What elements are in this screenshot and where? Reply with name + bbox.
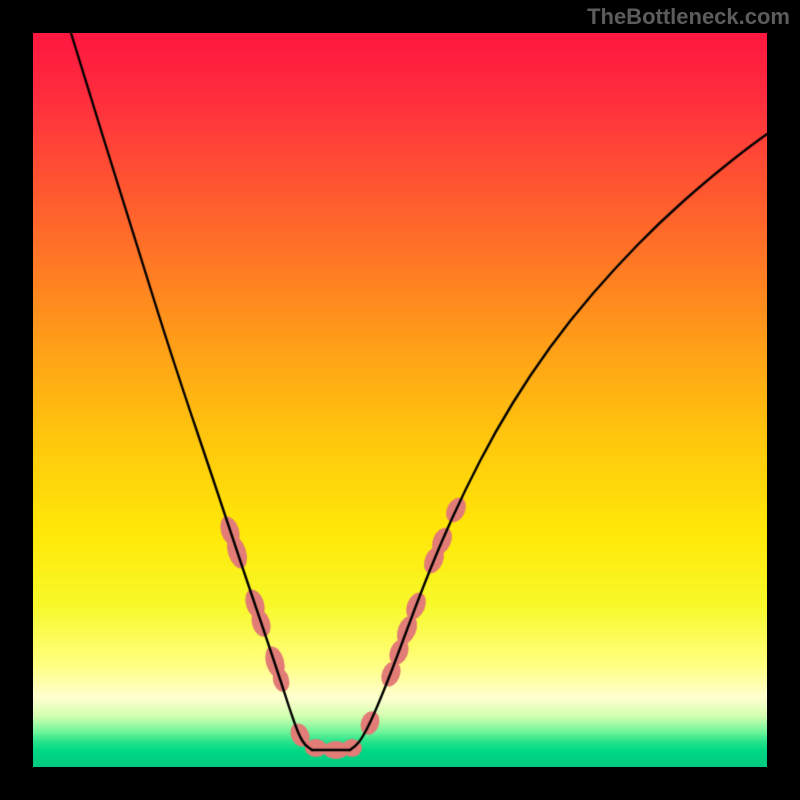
chart-canvas [33, 33, 767, 767]
chart-stage: TheBottleneck.com [0, 0, 800, 800]
attribution-label: TheBottleneck.com [587, 4, 790, 30]
plot-area [33, 33, 767, 767]
